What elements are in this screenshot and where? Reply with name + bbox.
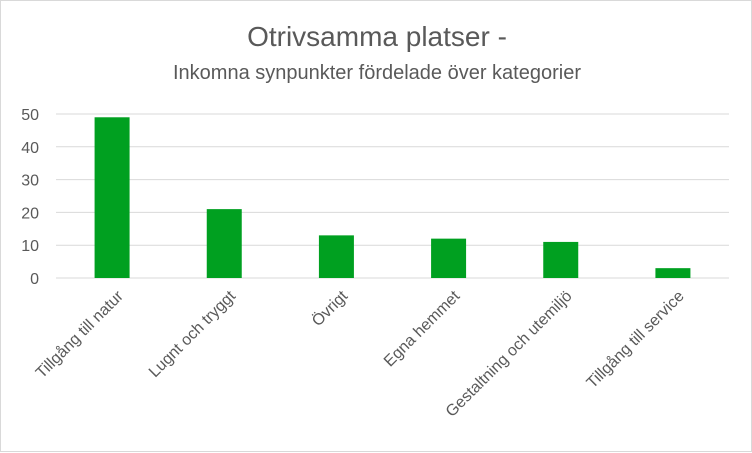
y-tick-label: 50 xyxy=(21,107,39,124)
bar xyxy=(318,235,354,278)
x-tick-label: Tillgång till service xyxy=(583,287,688,392)
y-tick-label: 30 xyxy=(21,173,39,190)
x-tick-label: Gestaltning och utemiljö xyxy=(443,288,576,421)
y-tick-label: 20 xyxy=(21,205,39,222)
chart-subtitle: Inkomna synpunkter fördelade över katego… xyxy=(172,62,581,84)
chart-title: Otrivsamma platser - xyxy=(247,21,507,52)
bar xyxy=(431,238,467,278)
bar xyxy=(94,117,130,278)
y-tick-label: 10 xyxy=(21,238,39,255)
y-tick-label: 40 xyxy=(21,140,39,157)
x-tick-label: Egna hemmet xyxy=(381,287,464,370)
bar xyxy=(206,209,242,278)
x-tick-label: Tillgång till natur xyxy=(32,287,127,382)
bar xyxy=(655,268,691,278)
bar xyxy=(543,241,579,278)
y-tick-label: 0 xyxy=(30,271,39,288)
x-tick-label: Lugnt och tryggt xyxy=(146,287,240,381)
x-tick-label: Övrigt xyxy=(308,287,351,330)
